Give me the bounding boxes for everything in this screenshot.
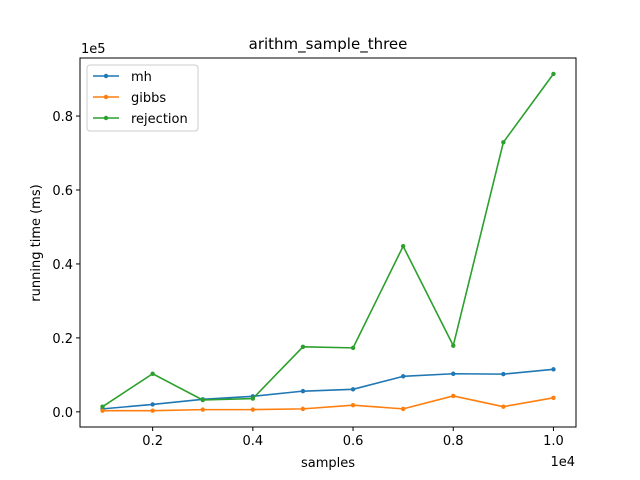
plot-series xyxy=(100,71,556,413)
data-point-rejection xyxy=(551,71,556,77)
data-point-gibbs xyxy=(100,408,105,413)
legend: mh gibbs rejection xyxy=(86,64,199,132)
x-offset-text: 1e4 xyxy=(550,455,575,470)
x-tick-label: 0.4 xyxy=(243,434,264,449)
data-point-rejection xyxy=(501,140,506,145)
x-tick-label: 0.8 xyxy=(443,434,464,449)
data-point-mh xyxy=(300,388,306,394)
data-point-rejection xyxy=(250,396,256,401)
data-point-rejection xyxy=(200,397,205,403)
data-point-gibbs xyxy=(200,407,205,412)
data-point-gibbs xyxy=(400,406,406,412)
data-point-mh xyxy=(150,402,155,407)
data-point-rejection xyxy=(400,243,406,249)
data-point-rejection xyxy=(100,404,105,409)
y-tick-label: 0.6 xyxy=(52,184,73,199)
legend-marker-mh xyxy=(103,73,109,79)
legend-label-gibbs: gibbs xyxy=(131,91,166,106)
legend-marker-rejection xyxy=(103,115,109,121)
x-tick-label: 0.6 xyxy=(343,434,364,449)
series-gibbs xyxy=(100,393,556,413)
y-offset-text: 1e5 xyxy=(81,42,106,57)
data-point-mh xyxy=(451,371,456,376)
data-point-mh xyxy=(400,374,406,379)
x-axis-label: samples xyxy=(301,456,355,471)
x-tick-label: 1.0 xyxy=(543,434,564,449)
data-point-mh xyxy=(501,371,506,377)
chart-title: arithm_sample_three xyxy=(249,35,408,54)
data-point-rejection xyxy=(451,343,456,348)
x-tick-label: 0.2 xyxy=(142,434,163,449)
y-tick-label: 0.0 xyxy=(52,406,73,421)
y-tick-label: 0.4 xyxy=(52,258,73,273)
legend-label-mh: mh xyxy=(131,70,152,85)
series-line-rejection xyxy=(102,73,555,408)
data-point-gibbs xyxy=(451,393,456,399)
data-point-mh xyxy=(350,387,356,392)
plot-frame xyxy=(79,57,577,428)
y-tick-label: 0.8 xyxy=(52,110,73,125)
legend-marker-gibbs xyxy=(103,94,109,100)
legend-label-rejection: rejection xyxy=(131,112,188,127)
data-point-rejection xyxy=(350,345,356,351)
series-line-gibbs xyxy=(102,395,554,412)
series-rejection xyxy=(100,71,556,409)
data-point-gibbs xyxy=(150,408,155,413)
y-axis-label: running time (ms) xyxy=(29,184,44,301)
data-point-rejection xyxy=(150,371,155,376)
x-axis: 0.2 0.4 0.6 0.8 1.0 xyxy=(142,427,564,449)
data-point-rejection xyxy=(300,344,306,349)
series-line-mh xyxy=(102,368,554,410)
legend-box xyxy=(86,64,199,132)
y-tick-label: 0.2 xyxy=(52,332,73,347)
data-point-gibbs xyxy=(250,407,256,412)
y-axis: 0.0 0.2 0.4 0.6 0.8 xyxy=(52,110,80,421)
data-point-gibbs xyxy=(300,406,306,412)
data-point-gibbs xyxy=(501,404,506,409)
data-point-gibbs xyxy=(350,402,356,408)
series-mh xyxy=(100,367,556,412)
data-point-gibbs xyxy=(551,395,556,400)
data-point-mh xyxy=(551,367,556,372)
